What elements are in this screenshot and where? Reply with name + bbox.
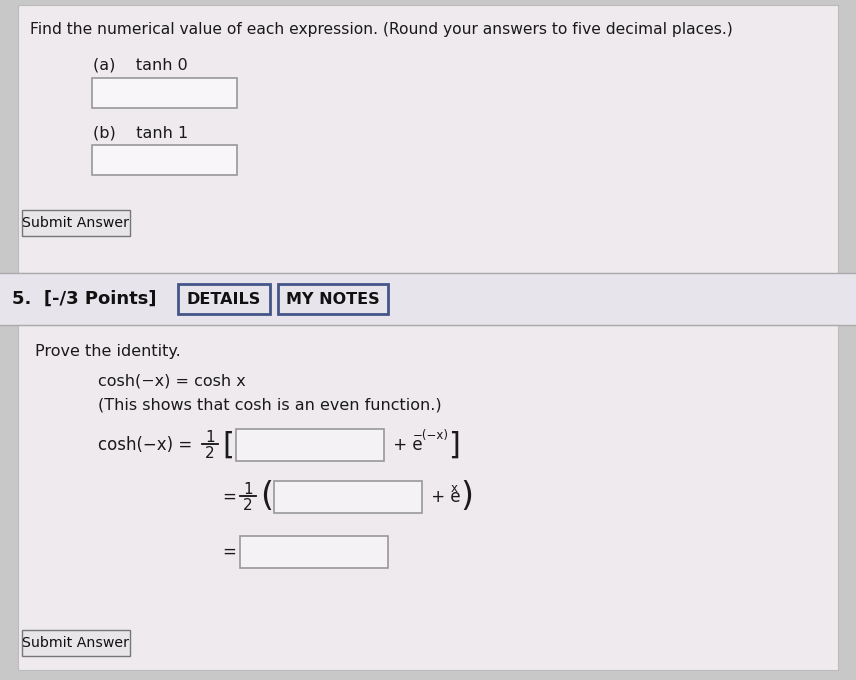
FancyBboxPatch shape: [22, 210, 130, 236]
Text: −(−x): −(−x): [413, 430, 449, 443]
Text: (b)    tanh 1: (b) tanh 1: [93, 125, 188, 140]
Text: 1: 1: [205, 430, 215, 445]
FancyBboxPatch shape: [240, 536, 388, 568]
FancyBboxPatch shape: [278, 284, 388, 314]
FancyBboxPatch shape: [178, 284, 270, 314]
FancyBboxPatch shape: [236, 429, 384, 461]
FancyBboxPatch shape: [92, 145, 237, 175]
Text: 5.  [-/3 Points]: 5. [-/3 Points]: [12, 290, 157, 308]
Text: 1: 1: [243, 483, 253, 498]
Text: DETAILS: DETAILS: [187, 292, 261, 307]
FancyBboxPatch shape: [22, 630, 130, 656]
FancyBboxPatch shape: [0, 273, 856, 325]
Text: Submit Answer: Submit Answer: [22, 636, 129, 650]
FancyBboxPatch shape: [274, 481, 422, 513]
Text: + e: + e: [426, 488, 461, 506]
Text: =: =: [222, 543, 236, 561]
Text: Submit Answer: Submit Answer: [22, 216, 129, 230]
Text: ): ): [460, 481, 473, 513]
Text: MY NOTES: MY NOTES: [286, 292, 380, 307]
FancyBboxPatch shape: [18, 5, 838, 273]
Text: 2: 2: [205, 445, 215, 460]
Text: cosh(−x) =: cosh(−x) =: [98, 436, 193, 454]
Text: ]: ]: [448, 430, 460, 460]
Text: 2: 2: [243, 498, 253, 513]
Text: + e: + e: [388, 436, 423, 454]
FancyBboxPatch shape: [92, 78, 237, 108]
Text: (This shows that cosh is an even function.): (This shows that cosh is an even functio…: [98, 398, 442, 413]
Text: (a)    tanh 0: (a) tanh 0: [93, 58, 187, 73]
Text: Prove the identity.: Prove the identity.: [35, 344, 181, 359]
FancyBboxPatch shape: [18, 325, 838, 670]
Text: x: x: [451, 481, 458, 494]
Text: [: [: [222, 430, 234, 460]
Text: Find the numerical value of each expression. (Round your answers to five decimal: Find the numerical value of each express…: [30, 22, 733, 37]
Text: (: (: [260, 481, 273, 513]
Text: cosh(−x) = cosh x: cosh(−x) = cosh x: [98, 374, 246, 389]
Text: =: =: [222, 488, 236, 506]
